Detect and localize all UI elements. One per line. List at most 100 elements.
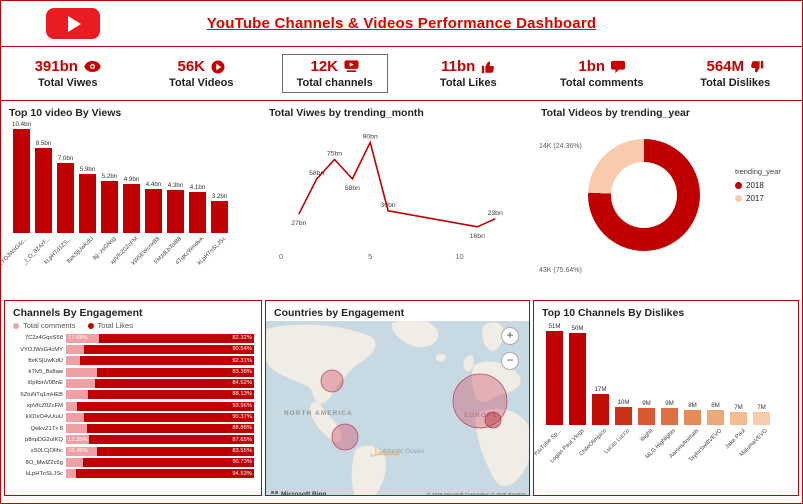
zoom-out-button[interactable]: − — [501, 352, 519, 370]
channel-label: kTlv5_Bs8aw — [28, 369, 63, 376]
bar[interactable] — [638, 408, 655, 425]
header-bar: YouTube Channels & Videos Performance Da… — [1, 1, 802, 47]
bar[interactable] — [615, 406, 632, 425]
likes-segment[interactable]: 83.55% — [96, 446, 254, 456]
kpi-value-row: 56K — [177, 58, 225, 75]
comments-segment[interactable] — [66, 345, 84, 355]
bar[interactable] — [684, 410, 701, 425]
x-tick-label: 0 — [279, 252, 283, 261]
line-series[interactable] — [298, 140, 496, 228]
countries-engagement-panel: Countries by Engagement NORTH AMERI — [265, 300, 530, 496]
likes-segment[interactable]: 92.31% — [80, 356, 254, 366]
zoom-in-button[interactable]: + — [501, 327, 519, 345]
comments-segment[interactable]: 16.45% — [66, 446, 97, 456]
comments-segment[interactable] — [66, 401, 78, 411]
comments-segment[interactable] — [66, 367, 98, 377]
watermark: مستقل — [370, 447, 400, 458]
likes-segment[interactable]: 84.52% — [95, 378, 254, 388]
likes-segment[interactable]: 90.54% — [83, 345, 254, 355]
comments-segment[interactable] — [66, 424, 87, 434]
engagement-row: p8npDG2uIKQ 12.35% 87.65% — [12, 435, 254, 445]
bar-group: 51M — [546, 323, 563, 425]
bar[interactable] — [57, 163, 74, 233]
videos-by-year-chart-panel: Total Videos by trending_year 14K (24.36… — [533, 101, 802, 297]
bar[interactable] — [101, 181, 118, 233]
bing-label: Microsoft Bing — [281, 491, 327, 496]
engagement-bubble[interactable] — [320, 369, 344, 393]
x-axis-cell: MalumaVEVO — [739, 427, 770, 473]
bar[interactable] — [661, 408, 678, 425]
stacked-bar: 94.53% — [66, 469, 254, 479]
comments-segment[interactable]: 17.68% — [66, 333, 100, 343]
comments-segment[interactable] — [66, 412, 85, 422]
bar-value-label: 9M — [665, 400, 674, 408]
likes-segment[interactable]: 93.96% — [77, 401, 254, 411]
kpi-total-dislikes[interactable]: 564M Total Dislikes — [669, 54, 803, 93]
likes-segment[interactable]: 83.38% — [97, 367, 254, 377]
bar-group: 5.9bn — [79, 166, 96, 233]
dislikes-x-axis: YouTube Sp... Logan Paul Vlogs ChileOlimpi… — [534, 425, 798, 473]
bar[interactable] — [546, 331, 563, 425]
bar-value-label: 51M — [548, 323, 561, 330]
likes-segment[interactable]: 82.32% — [99, 333, 254, 343]
bar[interactable] — [730, 412, 747, 425]
kpi-total-views[interactable]: 391bn Total Viwes — [1, 54, 135, 93]
bar[interactable] — [145, 189, 162, 233]
kpi-total-channels[interactable]: 12K Total channels — [282, 54, 388, 93]
x-axis-label: ibighit — [639, 428, 655, 443]
likes-segment[interactable]: 87.65% — [89, 435, 254, 445]
legend-item-total-likes[interactable]: Total Likes — [87, 321, 133, 330]
line-chart[interactable]: 27bn 58bn 75bn 58bn 90bn 30bn 16bn 23bn 0 5 10 — [265, 123, 527, 269]
likes-segment[interactable]: 90.37% — [84, 412, 254, 422]
comments-segment[interactable]: 12.35% — [66, 435, 90, 445]
bar[interactable] — [13, 129, 30, 233]
bar[interactable] — [189, 192, 206, 233]
likes-pct-label: 92.31% — [232, 357, 252, 364]
kpi-total-likes[interactable]: 11bn Total Likes — [402, 54, 536, 93]
stacked-bar: 90.37% — [66, 412, 254, 422]
bar[interactable] — [592, 393, 609, 425]
bar[interactable] — [707, 410, 724, 425]
engagement-row: kTlv5_Bs8aw 83.38% — [12, 367, 254, 377]
likes-segment[interactable]: 94.53% — [76, 469, 254, 479]
comments-segment[interactable] — [66, 390, 89, 400]
kpi-value: 564M — [706, 58, 745, 75]
bar-group: 7M — [753, 404, 770, 425]
engagement-row: kLpHTnSLJSc 94.53% — [12, 469, 254, 479]
bar[interactable] — [753, 412, 770, 425]
line-chart-wrap: 27bn 58bn 75bn 58bn 90bn 30bn 16bn 23bn 0 5 10 — [261, 121, 533, 274]
likes-segment[interactable]: 90.73% — [83, 458, 254, 468]
legend-label: Total Likes — [97, 321, 133, 330]
comments-segment[interactable] — [66, 378, 96, 388]
kpi-total-videos[interactable]: 56K Total Videos — [135, 54, 269, 93]
legend-item-2017[interactable]: 2017 — [735, 194, 781, 203]
channel-label: 6ZtuNTq1mHEB — [20, 391, 63, 398]
bar[interactable] — [123, 184, 140, 233]
bar-value-label: 3.2bn — [211, 193, 228, 200]
engagement-bubble[interactable] — [484, 411, 502, 429]
bar[interactable] — [79, 174, 96, 233]
donut-chart[interactable] — [588, 139, 700, 251]
bar[interactable] — [211, 201, 228, 233]
point-label: 58bn — [309, 170, 324, 177]
bar[interactable] — [167, 190, 184, 233]
bar-value-label: 7.0bn — [57, 155, 74, 162]
channels-engagement-panel: Channels By Engagement Total comments To… — [4, 300, 262, 496]
legend-item-2018[interactable]: 2018 — [735, 181, 781, 190]
legend-item-total-comments[interactable]: Total comments — [13, 321, 76, 330]
channel-label: p8npDG2uIKQ — [24, 436, 63, 443]
channel-label: xpVfcZ0ZcFM — [26, 403, 63, 410]
likes-segment[interactable]: 88.13% — [88, 390, 254, 400]
engagement-bubble[interactable] — [331, 423, 359, 451]
bar-group: 9M — [638, 400, 655, 425]
likes-segment[interactable]: 88.88% — [86, 424, 254, 434]
comments-segment[interactable] — [66, 469, 77, 479]
kpi-label: Total comments — [559, 77, 644, 89]
kpi-total-comments[interactable]: 1bn Total comments — [535, 54, 669, 93]
map[interactable]: NORTH AMERICA EUROPE Atlantic Ocean + − … — [266, 321, 529, 496]
stacked-bar: 93.96% — [66, 401, 254, 411]
comments-segment[interactable] — [66, 356, 81, 366]
bar[interactable] — [569, 332, 586, 425]
comments-segment[interactable] — [66, 458, 84, 468]
bar[interactable] — [35, 148, 52, 233]
